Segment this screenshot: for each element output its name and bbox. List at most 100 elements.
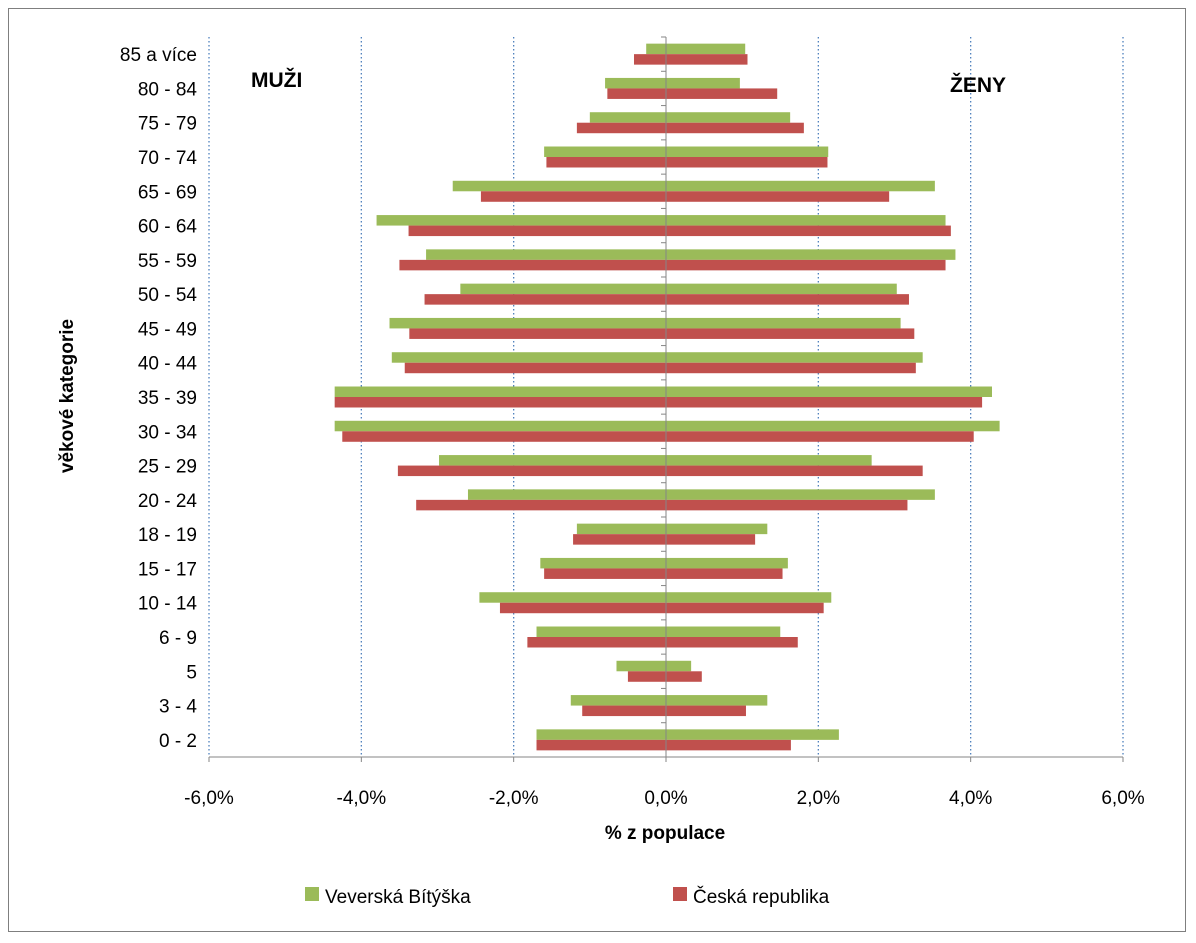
bar-veverska-bityska-male-8 bbox=[439, 455, 666, 466]
bar-ceska-republika-male-4 bbox=[499, 602, 666, 614]
y-axis-title: věkové kategorie bbox=[57, 319, 78, 473]
category-label-4: 10 - 14 bbox=[138, 594, 198, 615]
category-label-18: 75 - 79 bbox=[138, 114, 197, 135]
bar-ceska-republika-female-17 bbox=[666, 157, 828, 168]
legend: Veverská Bítýška Česká republika bbox=[305, 886, 830, 908]
bar-ceska-republika-male-0 bbox=[536, 739, 666, 751]
bar-ceska-republika-male-19 bbox=[607, 88, 666, 99]
bar-veverska-bityska-male-20 bbox=[646, 43, 666, 55]
annotation-men: MUŽI bbox=[251, 68, 302, 92]
x-tick-label-3: 0,0% bbox=[644, 788, 687, 809]
category-label-11: 40 - 44 bbox=[138, 354, 198, 375]
bar-ceska-republika-female-9 bbox=[666, 431, 974, 442]
bar-ceska-republika-male-5 bbox=[544, 568, 666, 579]
category-label-12: 45 - 49 bbox=[138, 319, 197, 340]
bar-veverska-bityska-male-1 bbox=[570, 695, 666, 706]
bar-veverska-bityska-female-13 bbox=[666, 283, 897, 295]
category-label-6: 18 - 19 bbox=[138, 525, 197, 546]
bar-veverska-bityska-male-5 bbox=[540, 557, 666, 569]
category-label-20: 85 a více bbox=[120, 45, 197, 66]
category-label-0: 0 - 2 bbox=[159, 731, 197, 752]
bar-veverska-bityska-female-1 bbox=[666, 695, 768, 706]
legend-label-veverska-bityska: Veverská Bítýška bbox=[325, 887, 471, 908]
bar-veverska-bityska-male-7 bbox=[467, 489, 666, 500]
bar-veverska-bityska-female-8 bbox=[666, 455, 872, 466]
legend-swatch-ceska-republika bbox=[673, 887, 687, 901]
annotation-women: ŽENY bbox=[950, 73, 1006, 97]
category-label-7: 20 - 24 bbox=[138, 491, 198, 512]
bar-veverska-bityska-female-9 bbox=[666, 420, 1000, 432]
bar-veverska-bityska-male-15 bbox=[376, 215, 666, 226]
bar-ceska-republika-male-12 bbox=[409, 328, 666, 339]
bar-veverska-bityska-female-14 bbox=[666, 249, 956, 260]
bar-veverska-bityska-female-6 bbox=[666, 523, 768, 535]
bar-ceska-republika-female-4 bbox=[666, 602, 824, 614]
bar-veverska-bityska-female-17 bbox=[666, 146, 829, 157]
bar-ceska-republika-male-3 bbox=[527, 637, 666, 648]
bar-veverska-bityska-male-17 bbox=[544, 146, 666, 157]
bar-ceska-republika-female-15 bbox=[666, 225, 951, 237]
bar-veverska-bityska-male-19 bbox=[605, 77, 666, 89]
bar-veverska-bityska-female-3 bbox=[666, 626, 781, 637]
bar-veverska-bityska-female-20 bbox=[666, 43, 746, 55]
bar-ceska-republika-female-16 bbox=[666, 191, 890, 202]
legend-swatch-veverska-bityska bbox=[305, 887, 319, 901]
bar-ceska-republika-female-0 bbox=[666, 739, 791, 751]
bar-veverska-bityska-male-3 bbox=[536, 626, 666, 637]
bar-veverska-bityska-male-0 bbox=[536, 729, 666, 740]
bar-ceska-republika-male-13 bbox=[424, 294, 666, 305]
bar-ceska-republika-male-18 bbox=[576, 122, 666, 134]
category-label-16: 65 - 69 bbox=[138, 182, 197, 203]
category-label-1: 3 - 4 bbox=[159, 697, 197, 718]
x-tick-label-6: 6,0% bbox=[1101, 788, 1144, 809]
bars bbox=[334, 43, 1000, 751]
bar-veverska-bityska-female-7 bbox=[666, 489, 935, 500]
bar-ceska-republika-female-1 bbox=[666, 705, 746, 717]
category-label-8: 25 - 29 bbox=[138, 457, 197, 478]
bar-veverska-bityska-male-11 bbox=[391, 352, 666, 363]
bar-veverska-bityska-male-4 bbox=[479, 592, 666, 603]
category-label-19: 80 - 84 bbox=[138, 79, 198, 100]
bar-ceska-republika-male-1 bbox=[582, 705, 666, 717]
bar-veverska-bityska-male-9 bbox=[334, 420, 666, 432]
bar-veverska-bityska-male-12 bbox=[389, 317, 666, 329]
bar-veverska-bityska-female-2 bbox=[666, 660, 692, 672]
bar-veverska-bityska-female-10 bbox=[666, 386, 992, 397]
bar-veverska-bityska-female-4 bbox=[666, 592, 832, 603]
bar-ceska-republika-female-3 bbox=[666, 637, 798, 648]
bar-veverska-bityska-male-10 bbox=[334, 386, 666, 397]
bar-ceska-republika-female-19 bbox=[666, 88, 778, 99]
bar-ceska-republika-male-6 bbox=[573, 534, 666, 545]
category-label-2: 5 bbox=[186, 662, 197, 683]
bar-ceska-republika-male-14 bbox=[399, 259, 666, 271]
category-label-3: 6 - 9 bbox=[159, 628, 197, 649]
bar-ceska-republika-male-8 bbox=[397, 465, 666, 477]
category-label-5: 15 - 17 bbox=[138, 559, 197, 580]
category-label-10: 35 - 39 bbox=[138, 388, 197, 409]
axes bbox=[208, 36, 1124, 762]
bar-veverska-bityska-male-16 bbox=[452, 180, 666, 192]
x-tick-label-1: -4,0% bbox=[337, 788, 387, 809]
bar-ceska-republika-male-2 bbox=[627, 671, 666, 682]
category-label-17: 70 - 74 bbox=[138, 148, 198, 169]
bar-veverska-bityska-female-12 bbox=[666, 317, 901, 329]
legend-label-ceska-republika: Česká republika bbox=[693, 886, 830, 908]
bar-ceska-republika-female-8 bbox=[666, 465, 923, 477]
category-label-14: 55 - 59 bbox=[138, 251, 197, 272]
x-tick-label-0: -6,0% bbox=[184, 788, 234, 809]
bar-ceska-republika-male-10 bbox=[334, 397, 666, 408]
bar-ceska-republika-male-9 bbox=[342, 431, 666, 442]
bar-ceska-republika-male-20 bbox=[634, 54, 666, 65]
bar-ceska-republika-female-2 bbox=[666, 671, 702, 682]
bar-veverska-bityska-female-16 bbox=[666, 180, 935, 192]
x-tick-label-4: 2,0% bbox=[797, 788, 840, 809]
bar-ceska-republika-female-13 bbox=[666, 294, 909, 305]
x-tick-label-2: -2,0% bbox=[489, 788, 539, 809]
x-tick-labels: -6,0% -4,0% -2,0% 0,0% 2,0% 4,0% 6,0% bbox=[184, 788, 1145, 809]
bar-ceska-republika-female-12 bbox=[666, 328, 915, 339]
bar-veverska-bityska-female-15 bbox=[666, 215, 946, 226]
bar-veverska-bityska-female-19 bbox=[666, 77, 740, 89]
x-tick-label-5: 4,0% bbox=[949, 788, 992, 809]
bar-ceska-republika-male-7 bbox=[416, 499, 666, 511]
